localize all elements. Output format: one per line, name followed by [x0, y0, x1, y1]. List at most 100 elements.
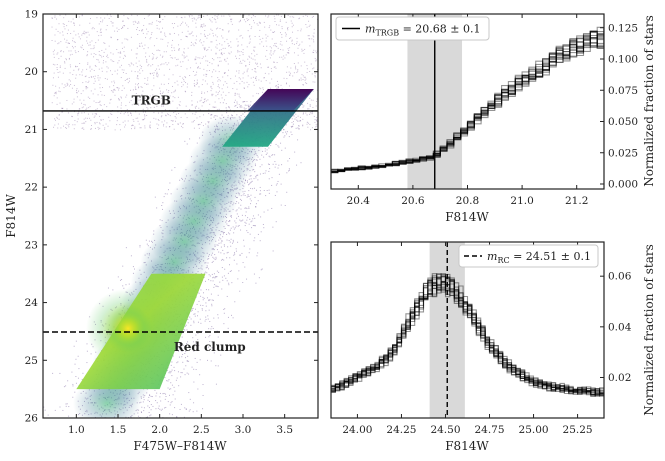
star-point: [248, 184, 250, 186]
star-point: [216, 44, 218, 46]
star-point: [83, 122, 85, 124]
star-point: [100, 104, 102, 106]
star-point: [217, 57, 219, 59]
star-point: [117, 106, 119, 108]
star-point: [186, 117, 188, 119]
star-point: [108, 45, 110, 47]
star-point: [273, 61, 275, 63]
star-point: [150, 409, 152, 411]
star-point: [204, 280, 206, 282]
star-point: [277, 180, 279, 182]
star-point: [243, 82, 245, 84]
star-point: [239, 290, 241, 292]
star-point: [195, 105, 197, 107]
star-point: [204, 49, 206, 51]
star-point: [153, 54, 155, 56]
star-point: [131, 104, 133, 106]
star-point: [264, 172, 266, 174]
star-point: [110, 14, 112, 16]
star-point: [149, 23, 151, 25]
star-point: [184, 140, 186, 142]
star-point: [177, 96, 179, 98]
star-point: [193, 320, 195, 322]
star-point: [227, 225, 229, 227]
star-point: [63, 26, 65, 28]
star-point: [313, 41, 315, 43]
star-point: [255, 71, 257, 73]
star-point: [88, 77, 90, 79]
star-point: [295, 65, 297, 67]
star-point: [77, 355, 79, 357]
star-point: [198, 292, 200, 294]
star-point: [218, 239, 220, 241]
star-point: [215, 256, 217, 258]
star-point: [275, 163, 277, 165]
star-point: [165, 51, 167, 53]
star-point: [222, 102, 224, 104]
star-point: [196, 117, 198, 119]
star-point: [182, 61, 184, 63]
star-point: [94, 115, 96, 117]
star-point: [314, 57, 316, 59]
star-point: [177, 371, 179, 373]
star-point: [81, 122, 83, 124]
star-point: [261, 154, 263, 156]
star-point: [276, 183, 278, 185]
cmd-x-axis-label: F475W–F814W: [133, 439, 227, 453]
star-point: [248, 55, 250, 57]
star-point: [51, 40, 53, 42]
star-point: [210, 328, 212, 330]
star-point: [210, 114, 212, 116]
star-point: [52, 84, 54, 86]
star-point: [286, 133, 288, 135]
star-point: [279, 32, 281, 34]
star-point: [55, 91, 57, 93]
star-point: [298, 125, 300, 127]
star-point: [218, 251, 220, 253]
star-point: [193, 368, 195, 370]
star-point: [233, 82, 235, 84]
star-point: [197, 67, 199, 69]
star-point: [156, 98, 158, 100]
lf-realization-curve: [331, 275, 604, 397]
star-point: [184, 330, 186, 332]
star-point: [236, 103, 238, 105]
star-point: [284, 147, 286, 149]
star-point: [230, 19, 232, 21]
star-point: [110, 36, 112, 38]
star-point: [236, 70, 238, 72]
star-point: [60, 55, 62, 57]
star-point: [226, 252, 228, 254]
star-point: [239, 254, 241, 256]
star-point: [239, 83, 241, 85]
star-point: [174, 90, 176, 92]
star-point: [261, 268, 263, 270]
star-point: [227, 246, 229, 248]
star-point: [244, 225, 246, 227]
star-point: [142, 102, 144, 104]
star-point: [241, 62, 243, 64]
star-point: [72, 40, 74, 42]
star-point: [124, 38, 126, 40]
star-point: [105, 123, 107, 125]
star-point: [71, 115, 73, 117]
star-point: [113, 80, 115, 82]
star-point: [199, 67, 201, 69]
star-point: [162, 38, 164, 40]
star-point: [217, 348, 219, 350]
star-point: [222, 249, 224, 251]
star-point: [199, 318, 201, 320]
star-point: [146, 103, 148, 105]
star-point: [303, 52, 305, 54]
star-point: [247, 195, 249, 197]
star-point: [144, 125, 146, 127]
star-point: [146, 60, 148, 62]
star-point: [302, 125, 304, 127]
trgb-ticks: 20.4 20.6 20.8 21.0 21.20.0000.0250.0500.075…: [347, 14, 638, 207]
star-point: [315, 59, 317, 61]
star-point: [106, 78, 108, 80]
star-point: [179, 105, 181, 107]
star-point: [181, 86, 183, 88]
star-point: [168, 90, 170, 92]
star-point: [121, 69, 123, 71]
